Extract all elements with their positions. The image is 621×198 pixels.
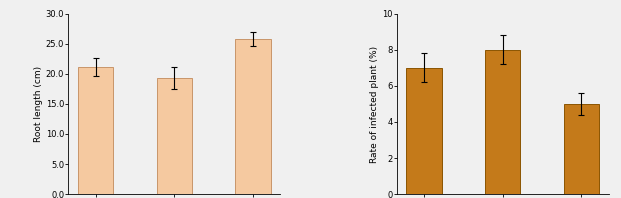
Bar [485,50,520,194]
Bar [564,104,599,194]
Y-axis label: Root length (cm): Root length (cm) [34,66,43,142]
Bar [156,78,192,194]
Bar [235,39,271,194]
Y-axis label: Rate of infected plant (%): Rate of infected plant (%) [370,45,379,163]
Bar [78,67,113,194]
Bar [406,68,442,194]
